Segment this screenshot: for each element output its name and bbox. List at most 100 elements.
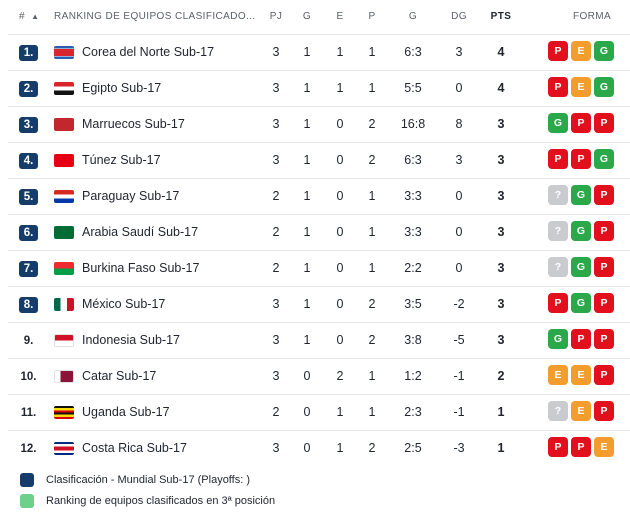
form-result-badge[interactable]: P [571,113,591,133]
form-result-badge[interactable]: E [548,365,568,385]
indonesia-flag [54,334,74,347]
legend-label: Clasificación - Mundial Sub-17 (Playoffs… [46,474,250,486]
table-row[interactable]: 8. México Sub-17 3 1 0 2 3:5 -2 3 P G P [8,286,630,322]
rank-badge: 2. [19,81,38,97]
table-row[interactable]: 11. Uganda Sub-17 2 0 1 1 2:3 -1 1? E P [8,394,630,430]
team-name[interactable]: Corea del Norte Sub-17 [82,45,215,59]
table-body: 1. Corea del Norte Sub-17 3 1 1 1 6:3 3 4 P E G 2. Eg… [8,34,630,466]
goals-value: 2:2 [404,261,422,275]
team-name[interactable]: Indonesia Sub-17 [82,333,180,347]
form-result-badge[interactable]: P [571,149,591,169]
table-row[interactable]: 4. Túnez Sub-17 3 1 0 2 6:3 3 3 P P G [8,142,630,178]
form-result-badge[interactable]: E [594,437,614,457]
legend-item-third-place: Ranking de equipos clasificados en 3ª po… [20,491,275,512]
form-result-badge[interactable]: P [594,221,614,241]
upcoming-match-badge[interactable]: ? [548,185,568,205]
form-result-badge[interactable]: P [594,113,614,133]
form-result-badge[interactable]: P [571,437,591,457]
table-title[interactable]: RANKING DE EQUIPOS CLASIFICADO... [54,11,256,22]
team-name[interactable]: Catar Sub-17 [82,369,157,383]
wins-column-header[interactable]: G [302,11,312,22]
team-name[interactable]: Burkina Faso Sub-17 [82,261,200,275]
goal-difference-value: -1 [453,405,465,419]
draws-column-header[interactable]: E [336,11,344,22]
goal-difference-value: -2 [453,297,465,311]
points-value: 3 [497,261,505,275]
table-row[interactable]: 5. Paraguay Sub-17 2 1 0 1 3:3 0 3? G P [8,178,630,214]
team-name[interactable]: México Sub-17 [82,297,166,311]
table-row[interactable]: 6. Arabia Saudí Sub-17 2 1 0 1 3:3 0 3? G P [8,214,630,250]
legend-swatch-blue [20,473,34,487]
form-result-badge[interactable]: P [548,437,568,457]
team-name[interactable]: Túnez Sub-17 [82,153,161,167]
form-result-badge[interactable]: E [571,77,591,97]
table-row[interactable]: 1. Corea del Norte Sub-17 3 1 1 1 6:3 3 4 P E G [8,34,630,70]
form-result-badge[interactable]: P [594,365,614,385]
form-result-badge[interactable]: G [594,77,614,97]
upcoming-match-badge[interactable]: ? [548,221,568,241]
table-row[interactable]: 12. Costa Rica Sub-17 3 0 1 2 2:5 -3 1 P P E [8,430,630,466]
played-value: 2 [272,225,280,239]
rank-badge: 3. [19,117,38,133]
form-result-badge[interactable]: E [571,401,591,421]
played-value: 2 [272,405,280,419]
form-result-badge[interactable]: P [548,41,568,61]
losses-column-header[interactable]: P [368,11,376,22]
points-column-header[interactable]: PTS [490,11,512,22]
uganda-flag [54,406,74,419]
form-result-badge[interactable]: P [594,257,614,277]
goal-difference-value: 0 [455,225,463,239]
wins-value: 1 [303,153,311,167]
form-result-badge[interactable]: G [594,149,614,169]
wins-value: 0 [303,369,311,383]
form-result-badge[interactable]: P [594,293,614,313]
table-row[interactable]: 2. Egipto Sub-17 3 1 1 1 5:5 0 4 P E G [8,70,630,106]
goal-difference-value: -1 [453,369,465,383]
played-value: 3 [272,117,280,131]
goals-value: 1:2 [404,369,422,383]
table-row[interactable]: 10. Catar Sub-17 3 0 2 1 1:2 -1 2 E E P [8,358,630,394]
form-result-badge[interactable]: G [571,257,591,277]
rank-badge: 1. [19,45,38,61]
goal-difference-value: 0 [455,189,463,203]
form-result-badge[interactable]: P [548,149,568,169]
points-value: 4 [497,81,505,95]
upcoming-match-badge[interactable]: ? [548,401,568,421]
form-result-badge[interactable]: E [571,365,591,385]
team-name[interactable]: Egipto Sub-17 [82,81,162,95]
form-result-badge[interactable]: P [571,329,591,349]
draws-value: 0 [336,261,344,275]
goal-difference-value: 3 [455,45,463,59]
form-result-badge[interactable]: P [594,401,614,421]
goal-difference-column-header[interactable]: DG [451,11,467,22]
goals-value: 6:3 [404,153,422,167]
team-name[interactable]: Uganda Sub-17 [82,405,170,419]
form-result-badge[interactable]: P [548,293,568,313]
goals-column-header[interactable]: G [408,11,418,22]
form-result-badge[interactable]: P [594,329,614,349]
form-result-badge[interactable]: G [548,329,568,349]
team-name[interactable]: Marruecos Sub-17 [82,117,185,131]
form-result-badge[interactable]: G [571,221,591,241]
pj-column-header[interactable]: PJ [269,11,283,22]
form-result-badge[interactable]: E [571,41,591,61]
form-result-badge[interactable]: P [594,185,614,205]
form-result-badge[interactable]: G [548,113,568,133]
team-name[interactable]: Arabia Saudí Sub-17 [82,225,199,239]
upcoming-match-badge[interactable]: ? [548,257,568,277]
draws-value: 0 [336,189,344,203]
table-row[interactable]: 7. Burkina Faso Sub-17 2 1 0 1 2:2 0 3? G P [8,250,630,286]
goals-value: 2:5 [404,441,422,455]
form-result-badge[interactable]: G [594,41,614,61]
qatar-flag [54,370,74,383]
team-name[interactable]: Costa Rica Sub-17 [82,441,187,455]
form-result-badge[interactable]: G [571,293,591,313]
form-result-badge[interactable]: P [548,77,568,97]
form-result-badge[interactable]: G [571,185,591,205]
ranking-table: # ▲ RANKING DE EQUIPOS CLASIFICADO... PJ… [8,0,630,466]
team-name[interactable]: Paraguay Sub-17 [82,189,180,203]
rank-column-header[interactable]: # ▲ [19,11,40,22]
table-row[interactable]: 9. Indonesia Sub-17 3 1 0 2 3:8 -5 3 G P P [8,322,630,358]
table-row[interactable]: 3. Marruecos Sub-17 3 1 0 2 16:8 8 3 G P P [8,106,630,142]
points-value: 1 [497,441,505,455]
